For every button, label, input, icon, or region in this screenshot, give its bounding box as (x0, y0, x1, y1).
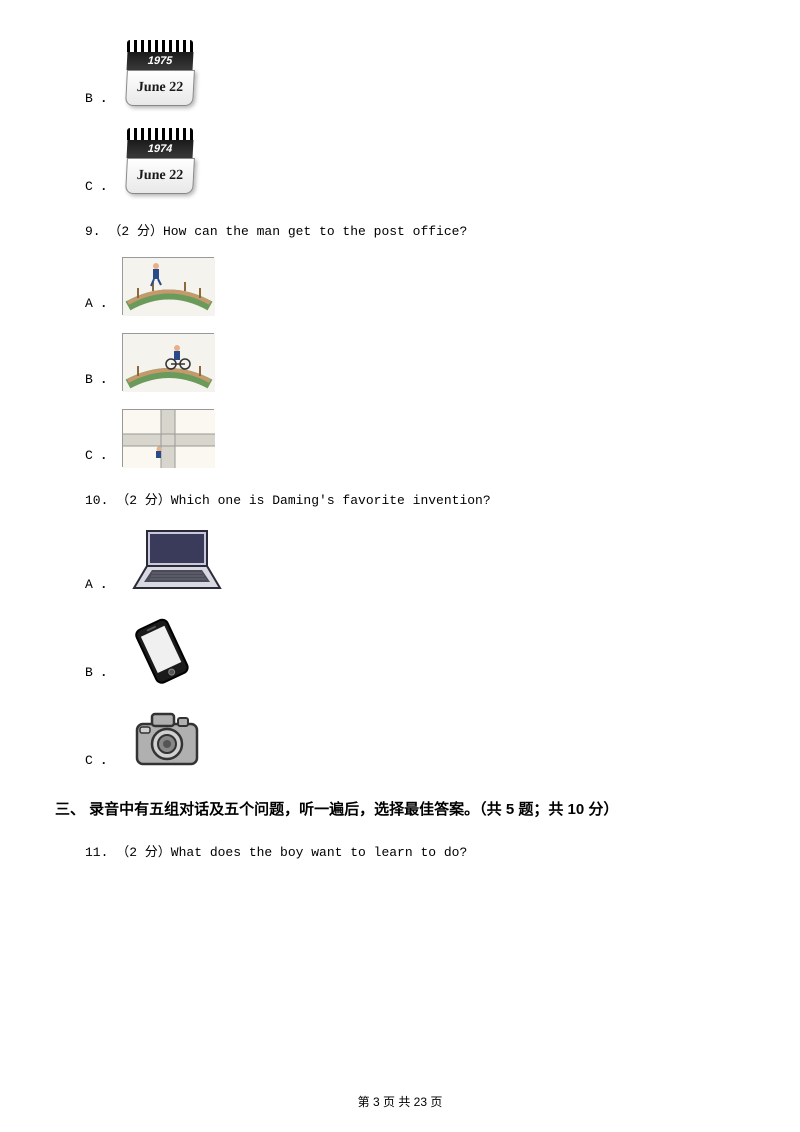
smartphone-image (122, 614, 202, 684)
bridge-walking-image (122, 257, 214, 315)
calendar-year: 1975 (126, 52, 193, 70)
option-label-a: A ． (85, 292, 114, 311)
q9-option-c: C ． (85, 409, 715, 467)
q9-option-b: B ． (85, 333, 715, 391)
calendar-date: June 22 (125, 70, 195, 106)
question-11: 11. （2 分）What does the boy want to learn… (85, 841, 715, 860)
map-intersection-image (122, 409, 214, 467)
section-3-header: 三、 录音中有五组对话及五个问题，听一遍后，选择最佳答案。（共 5 题；共 10… (55, 798, 715, 819)
question-10: 10. （2 分）Which one is Daming's favorite … (85, 489, 715, 508)
q9-option-a: A ． (85, 257, 715, 315)
page-footer: 第 3 页 共 23 页 (0, 1093, 800, 1110)
option-label-c: C ． (85, 175, 114, 194)
option-label-b: B ． (85, 368, 114, 387)
option-label-b: B ． (85, 87, 114, 106)
q10-option-c: C ． (85, 702, 715, 772)
option-b-calendar-1975: B ． 1975 June 22 (85, 40, 715, 110)
calendar-date: June 22 (125, 158, 195, 194)
option-label-b: B ． (85, 661, 114, 680)
q10-option-b: B ． (85, 614, 715, 684)
question-9: 9. （2 分）How can the man get to the post … (85, 220, 715, 239)
camera-image (122, 702, 212, 772)
laptop-image (122, 526, 222, 596)
calendar-1975-image: 1975 June 22 (122, 40, 198, 110)
option-label-a: A ． (85, 573, 114, 592)
q10-option-a: A ． (85, 526, 715, 596)
option-label-c: C ． (85, 749, 114, 768)
calendar-year: 1974 (126, 140, 193, 158)
calendar-1974-image: 1974 June 22 (122, 128, 198, 198)
option-label-c: C ． (85, 444, 114, 463)
option-c-calendar-1974: C ． 1974 June 22 (85, 128, 715, 198)
bridge-bike-image (122, 333, 214, 391)
